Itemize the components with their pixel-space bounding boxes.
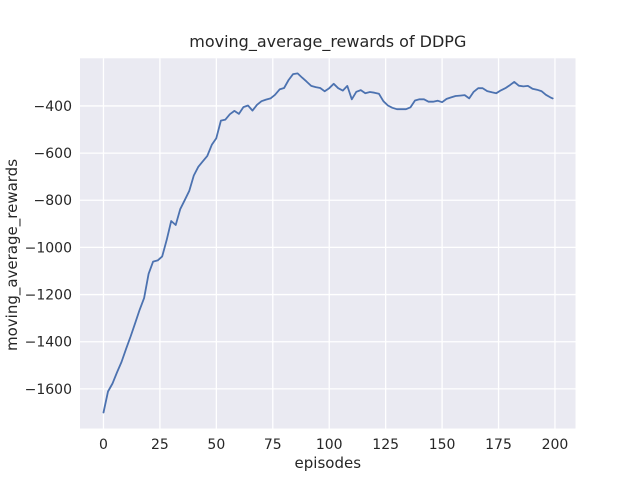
y-tick-labels: −400 −600 −800 −1000 −1200 −1400 −1600	[25, 99, 72, 398]
x-axis-label: episodes	[295, 454, 362, 472]
x-tick-labels: 0 25 50 75 100 125 150 175 200	[99, 437, 568, 453]
x-tick-label: 100	[316, 437, 343, 453]
x-tick-label: 175	[485, 437, 512, 453]
y-axis-label: moving_average_rewards	[3, 159, 22, 351]
y-tick-label: −400	[34, 99, 72, 115]
gridlines	[80, 58, 576, 429]
x-tick-label: 125	[372, 437, 399, 453]
y-tick-label: −1600	[25, 382, 72, 398]
y-tick-label: −1200	[25, 288, 72, 304]
x-tick-label: 50	[207, 437, 225, 453]
y-tick-label: −1400	[25, 335, 72, 351]
plot-area	[80, 58, 576, 429]
y-tick-label: −800	[34, 193, 72, 209]
x-tick-label: 200	[542, 437, 569, 453]
x-tick-label: 0	[99, 437, 108, 453]
x-tick-label: 25	[151, 437, 169, 453]
x-tick-label: 150	[429, 437, 456, 453]
series-line	[102, 72, 554, 414]
y-tick-label: −1000	[25, 240, 72, 256]
chart-title: moving_average_rewards of DDPG	[189, 32, 466, 52]
y-tick-label: −600	[34, 146, 72, 162]
x-tick-label: 75	[264, 437, 282, 453]
